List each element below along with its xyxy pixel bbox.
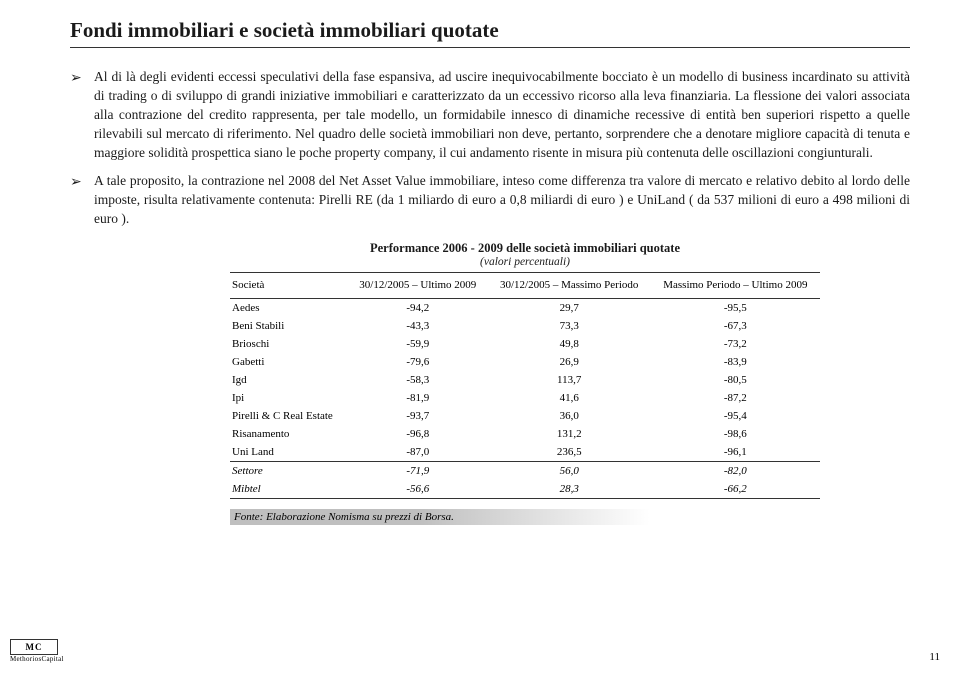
table-cell: -95,4: [651, 407, 820, 425]
table-row: Brioschi-59,949,8-73,2: [230, 335, 820, 353]
table-cell: 26,9: [488, 353, 651, 371]
table-header-row: Società 30/12/2005 – Ultimo 2009 30/12/2…: [230, 273, 820, 299]
table-cell: -96,1: [651, 443, 820, 462]
table-summary-row: Settore-71,956,0-82,0: [230, 461, 820, 480]
table-row: Gabetti-79,626,9-83,9: [230, 353, 820, 371]
table-cell: 131,2: [488, 425, 651, 443]
bullet-icon: ➢: [70, 172, 94, 229]
col-header: Società: [230, 273, 348, 299]
table-cell: -96,8: [348, 425, 488, 443]
page-title: Fondi immobiliari e società immobiliari …: [70, 18, 910, 48]
table-cell: 56,0: [488, 461, 651, 480]
bullet-item: ➢ A tale proposito, la contrazione nel 2…: [70, 172, 910, 229]
table-cell: -56,6: [348, 480, 488, 499]
table-row: Risanamento-96,8131,2-98,6: [230, 425, 820, 443]
table-cell: 113,7: [488, 371, 651, 389]
table-cell: -83,9: [651, 353, 820, 371]
table-cell: -93,7: [348, 407, 488, 425]
table-row: Pirelli & C Real Estate-93,736,0-95,4: [230, 407, 820, 425]
table-cell: -43,3: [348, 317, 488, 335]
table-title: Performance 2006 - 2009 delle società im…: [230, 241, 820, 256]
col-header: 30/12/2005 – Massimo Periodo: [488, 273, 651, 299]
table-cell: Ipi: [230, 389, 348, 407]
table-row: Beni Stabili-43,373,3-67,3: [230, 317, 820, 335]
page-number: 11: [929, 651, 940, 663]
table-cell: -81,9: [348, 389, 488, 407]
table-cell: -82,0: [651, 461, 820, 480]
table-cell: 28,3: [488, 480, 651, 499]
col-header: Massimo Periodo – Ultimo 2009: [651, 273, 820, 299]
col-header: 30/12/2005 – Ultimo 2009: [348, 273, 488, 299]
table-cell: Beni Stabili: [230, 317, 348, 335]
table-cell: -67,3: [651, 317, 820, 335]
logo: MC MethoriosCapital: [10, 639, 58, 663]
table-row: Aedes-94,229,7-95,5: [230, 298, 820, 317]
table-cell: Settore: [230, 461, 348, 480]
table-subtitle: (valori percentuali): [230, 256, 820, 268]
logo-company-name: MethoriosCapital: [10, 655, 58, 663]
table-cell: 29,7: [488, 298, 651, 317]
table-cell: 49,8: [488, 335, 651, 353]
table-cell: -59,9: [348, 335, 488, 353]
bullet-item: ➢ Al di là degli evidenti eccessi specul…: [70, 68, 910, 162]
performance-table-wrap: Performance 2006 - 2009 delle società im…: [230, 241, 820, 499]
table-cell: -94,2: [348, 298, 488, 317]
performance-table: Società 30/12/2005 – Ultimo 2009 30/12/2…: [230, 272, 820, 499]
logo-initials: MC: [10, 639, 58, 655]
table-cell: 36,0: [488, 407, 651, 425]
table-cell: -73,2: [651, 335, 820, 353]
table-cell: -95,5: [651, 298, 820, 317]
table-cell: -66,2: [651, 480, 820, 499]
table-cell: Pirelli & C Real Estate: [230, 407, 348, 425]
table-summary-row: Mibtel-56,628,3-66,2: [230, 480, 820, 499]
table-cell: -79,6: [348, 353, 488, 371]
bullet-icon: ➢: [70, 68, 94, 162]
bullet-text: A tale proposito, la contrazione nel 200…: [94, 172, 910, 229]
table-row: Ipi-81,941,6-87,2: [230, 389, 820, 407]
table-cell: 41,6: [488, 389, 651, 407]
table-cell: -80,5: [651, 371, 820, 389]
table-row: Uni Land-87,0236,5-96,1: [230, 443, 820, 462]
table-cell: Risanamento: [230, 425, 348, 443]
table-cell: 236,5: [488, 443, 651, 462]
table-cell: Igd: [230, 371, 348, 389]
table-cell: -58,3: [348, 371, 488, 389]
table-cell: -87,0: [348, 443, 488, 462]
table-row: Igd-58,3113,7-80,5: [230, 371, 820, 389]
table-cell: -71,9: [348, 461, 488, 480]
table-cell: Aedes: [230, 298, 348, 317]
table-cell: -98,6: [651, 425, 820, 443]
table-cell: 73,3: [488, 317, 651, 335]
table-cell: Mibtel: [230, 480, 348, 499]
table-cell: -87,2: [651, 389, 820, 407]
bullet-text: Al di là degli evidenti eccessi speculat…: [94, 68, 910, 162]
table-cell: Gabetti: [230, 353, 348, 371]
table-cell: Uni Land: [230, 443, 348, 462]
table-source: Fonte: Elaborazione Nomisma su prezzi di…: [230, 509, 650, 525]
table-cell: Brioschi: [230, 335, 348, 353]
